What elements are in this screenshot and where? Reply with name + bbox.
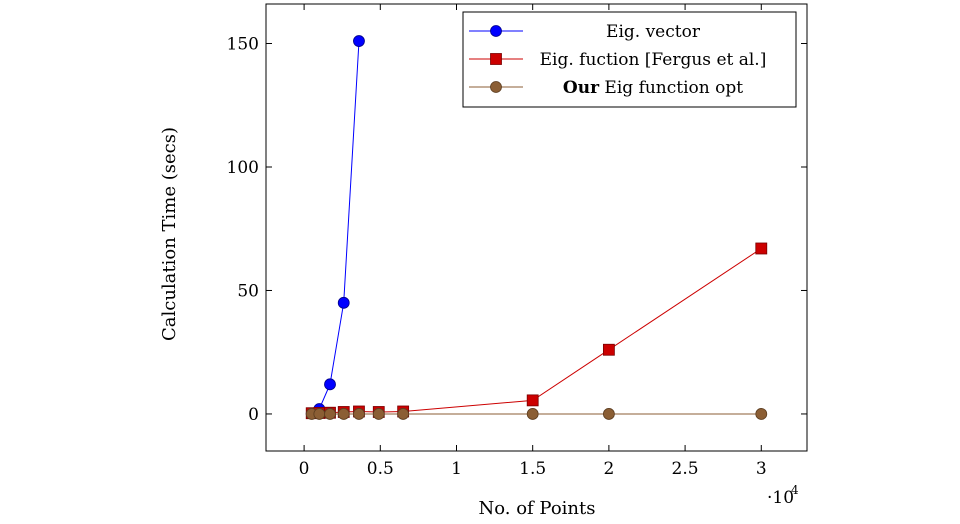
y-tick-label: 0 bbox=[248, 405, 259, 425]
y-tick-label: 50 bbox=[237, 281, 259, 301]
series-1 bbox=[305, 35, 365, 420]
series-3 bbox=[305, 408, 768, 420]
x-multiplier: ·10 4 bbox=[767, 483, 799, 508]
x-tick-label: 3 bbox=[756, 459, 767, 479]
legend-entry: Eig. fuction [Fergus et al.] bbox=[469, 50, 766, 70]
plot-frame bbox=[265, 3, 808, 452]
data-point bbox=[324, 378, 336, 391]
data-point bbox=[353, 408, 365, 420]
legend-label: Eig. fuction [Fergus et al.] bbox=[540, 50, 767, 70]
x-tick-label: 0.5 bbox=[367, 459, 394, 479]
x-tick-label: 1 bbox=[451, 459, 462, 479]
legend-marker bbox=[490, 25, 502, 37]
y-tick-label: 100 bbox=[227, 158, 259, 178]
legend: Eig. vector Eig. fuction [Fergus et al.] O… bbox=[462, 11, 797, 108]
data-point bbox=[353, 35, 365, 47]
series-line bbox=[311, 248, 762, 414]
data-point bbox=[397, 408, 410, 420]
legend-entry: Eig. vector bbox=[469, 22, 701, 42]
x-tick-label: 2.5 bbox=[672, 459, 699, 479]
legend-marker bbox=[490, 53, 502, 65]
y-axis-title: Calculation Time (secs) bbox=[159, 127, 180, 341]
x-tick-label: 1.5 bbox=[519, 459, 546, 479]
data-point bbox=[324, 408, 336, 420]
legend-label: Eig. vector bbox=[606, 22, 701, 42]
data-point bbox=[313, 408, 326, 420]
data-point bbox=[372, 408, 385, 420]
data-point bbox=[337, 408, 350, 420]
data-point bbox=[755, 242, 768, 255]
legend-label: Our Eig function opt bbox=[563, 78, 743, 98]
y-tick-label: 150 bbox=[227, 35, 259, 55]
data-point bbox=[337, 296, 350, 309]
data-point bbox=[755, 408, 768, 420]
x-axis-title: No. of Points bbox=[479, 498, 596, 519]
data-point bbox=[602, 408, 615, 420]
legend-marker bbox=[490, 81, 502, 93]
data-point bbox=[602, 343, 615, 356]
data-point bbox=[526, 394, 539, 407]
legend-entry: Our Eig function opt bbox=[469, 78, 743, 98]
series-line bbox=[311, 40, 360, 414]
series-2 bbox=[305, 242, 768, 420]
axis-ticks: 0 0.5 1 1.5 2 2.5 3 0 50 100 150 bbox=[227, 4, 807, 479]
x-multiplier-label: ·10 bbox=[767, 488, 794, 508]
x-multiplier-exponent: 4 bbox=[791, 483, 799, 497]
data-point bbox=[526, 408, 539, 420]
series-layer bbox=[305, 35, 768, 420]
x-tick-label: 2 bbox=[603, 459, 614, 479]
x-tick-label: 0 bbox=[299, 459, 310, 479]
